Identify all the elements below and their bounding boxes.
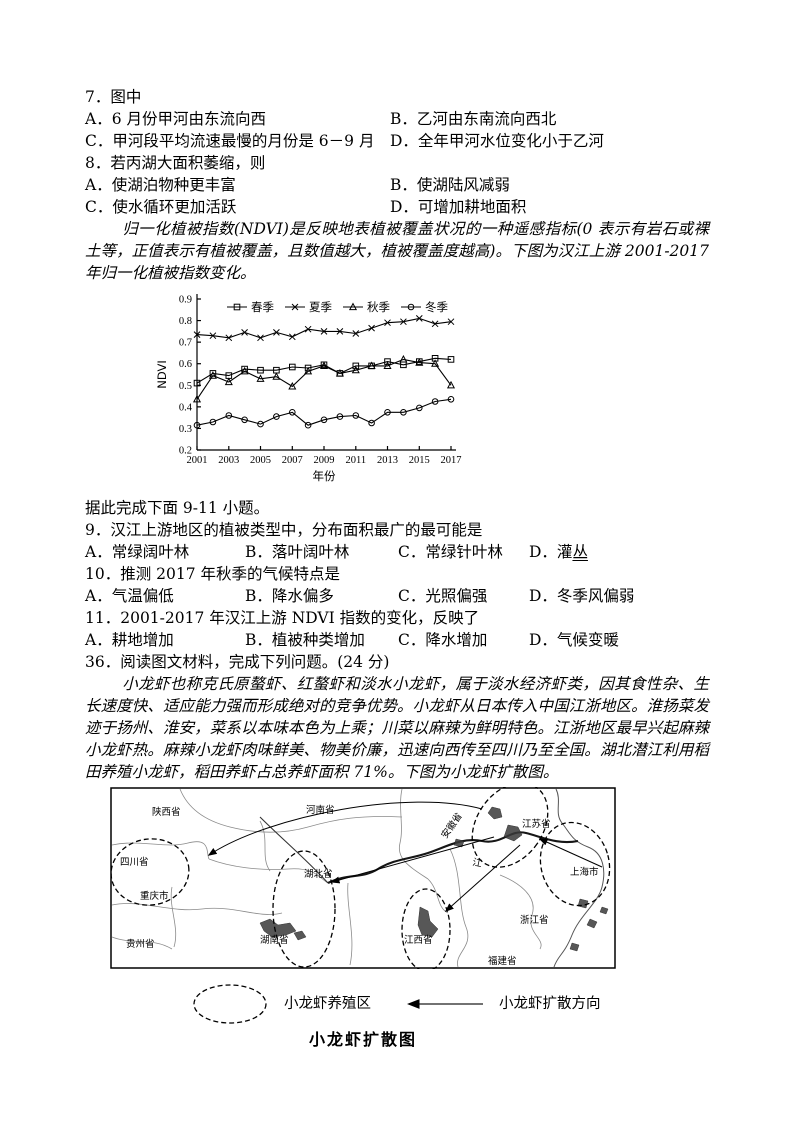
question-36: 36．阅读图文材料，完成下列问题。(24 分) 小龙虾也称克氏原螯虾、红螯虾和淡… (85, 651, 709, 783)
breeding-zone-icon (193, 984, 267, 1024)
q8-option-a: A．使湖泊物种更丰富 (85, 176, 236, 194)
svg-text:上海市: 上海市 (570, 866, 599, 878)
ndvi-intro-paragraph: 归一化植被指数(NDVI)是反映地表植被覆盖状况的一种遥感指标(0 表示有岩石或… (85, 220, 709, 282)
svg-text:0.7: 0.7 (179, 338, 192, 349)
q10-option-c: C．光照偏强 (398, 587, 488, 605)
svg-text:春季: 春季 (251, 300, 274, 314)
svg-text:冬季: 冬季 (425, 300, 448, 314)
svg-text:江西省: 江西省 (404, 934, 433, 946)
question-8: 8．若丙湖大面积萎缩，则 A．使湖泊物种更丰富 B．使湖陆风减弱 C．使水循环更… (85, 152, 709, 218)
question-10: 10．推测 2017 年秋季的气候特点是 A．气温偏低 B．降水偏多 C．光照偏… (85, 563, 709, 607)
svg-text:NDVI: NDVI (155, 360, 169, 389)
q9-option-d-underlined: 丛 (572, 543, 588, 561)
svg-text:0.5: 0.5 (179, 381, 192, 392)
svg-text:贵州省: 贵州省 (126, 938, 155, 950)
svg-text:2009: 2009 (314, 455, 335, 466)
q9-option-c: C．常绿针叶林 (398, 543, 503, 561)
map-legend: 小龙虾养殖区 小龙虾扩散方向 (190, 981, 709, 1027)
svg-text:年份: 年份 (313, 469, 336, 483)
svg-text:0.9: 0.9 (179, 295, 192, 306)
question-9-stem: 9．汉江上游地区的植被类型中，分布面积最广的最可能是 (85, 521, 483, 539)
svg-text:陕西省: 陕西省 (152, 806, 181, 818)
question-8-stem: 8．若丙湖大面积萎缩，则 (85, 154, 266, 172)
svg-text:河南省: 河南省 (306, 804, 335, 816)
q10-option-d: D．冬季风偏弱 (529, 587, 635, 605)
q11-option-c: C．降水增加 (398, 631, 488, 649)
question-10-stem: 10．推测 2017 年秋季的气候特点是 (85, 565, 341, 583)
q9-option-a: A．常绿阔叶林 (85, 543, 190, 561)
svg-text:湖北省: 湖北省 (304, 868, 333, 880)
q8-option-d: D．可增加耕地面积 (390, 198, 527, 216)
q7-option-a: A．6 月份甲河由东流向西 (85, 110, 266, 128)
q7-option-b: B．乙河由东南流向西北 (390, 110, 557, 128)
q9-option-d: D．灌丛 (529, 543, 588, 561)
svg-text:2015: 2015 (409, 455, 430, 466)
q8-option-b: B．使湖陆风减弱 (390, 176, 510, 194)
svg-text:2003: 2003 (218, 455, 239, 466)
q8-option-c: C．使水循环更加活跃 (85, 198, 237, 216)
question-36-intro: 小龙虾也称克氏原螯虾、红螯虾和淡水小龙虾，属于淡水经济虾类，因其食性杂、生长速度… (85, 675, 709, 781)
svg-text:0.2: 0.2 (179, 446, 192, 457)
breeding-zone-label: 小龙虾养殖区 (284, 996, 371, 1012)
svg-text:夏季: 夏季 (309, 300, 332, 314)
q10-option-a: A．气温偏低 (85, 587, 174, 605)
svg-text:福建省: 福建省 (488, 955, 517, 967)
svg-text:2017: 2017 (441, 455, 462, 466)
question-7: 7．图中 A．6 月份甲河由东流向西 B．乙河由东南流向西北 C．甲河段平均流速… (85, 86, 709, 152)
svg-text:江: 江 (471, 857, 483, 870)
question-9: 9．汉江上游地区的植被类型中，分布面积最广的最可能是 A．常绿阔叶林 B．落叶阔… (85, 519, 709, 563)
question-11: 11．2001-2017 年汉江上游 NDVI 指数的变化，反映了 A．耕地增加… (85, 607, 709, 651)
question-36-title: 36．阅读图文材料，完成下列问题。(24 分) (85, 653, 390, 671)
q11-option-b: B．植被种类增加 (245, 631, 365, 649)
ndvi-chart-figure: 0.2 0.3 0.4 0.5 0.6 0.7 0.8 0.9 2001 2003 2005 2007… (155, 290, 709, 491)
svg-text:浙江省: 浙江省 (520, 914, 549, 926)
q7-option-d: D．全年甲河水位变化小于乙河 (390, 132, 604, 150)
q7-option-c: C．甲河段平均流速最慢的月份是 6－9 月 (85, 132, 375, 150)
question-7-stem: 7．图中 (85, 88, 142, 106)
map-caption: 小龙虾扩散图 (308, 1030, 417, 1049)
q11-option-d: D．气候变暖 (529, 631, 619, 649)
q10-option-b: B．降水偏多 (245, 587, 334, 605)
ndvi-chart: 0.2 0.3 0.4 0.5 0.6 0.7 0.8 0.9 2001 2003 2005 2007… (155, 294, 462, 483)
svg-text:重庆市: 重庆市 (140, 890, 169, 902)
svg-text:0.6: 0.6 (179, 359, 192, 370)
svg-text:2011: 2011 (345, 455, 366, 466)
svg-text:江苏省: 江苏省 (522, 818, 551, 830)
svg-text:湖南省: 湖南省 (260, 934, 289, 946)
svg-text:秋季: 秋季 (367, 300, 390, 314)
svg-text:2005: 2005 (250, 455, 271, 466)
lead-in-text: 据此完成下面 9-11 小题。 (85, 499, 270, 517)
q11-option-a: A．耕地增加 (85, 631, 174, 649)
svg-text:2007: 2007 (282, 455, 303, 466)
svg-text:2013: 2013 (377, 455, 398, 466)
crayfish-map-figure: 陕西省 河南省 四川省 重庆市 贵州省 湖北省 湖南省 江西省 安徽省江江苏省 上海市 浙江省 福建省 (110, 782, 709, 975)
diffusion-arrow-icon (406, 999, 483, 1009)
svg-text:2001: 2001 (187, 455, 208, 466)
diffusion-arrow-label: 小龙虾扩散方向 (499, 996, 601, 1012)
svg-text:四川省: 四川省 (120, 856, 149, 868)
q9-option-b: B．落叶阔叶林 (245, 543, 350, 561)
svg-text:0.4: 0.4 (179, 402, 193, 413)
svg-text:0.8: 0.8 (179, 316, 192, 327)
question-11-stem: 11．2001-2017 年汉江上游 NDVI 指数的变化，反映了 (85, 609, 480, 627)
svg-text:0.3: 0.3 (179, 424, 192, 435)
